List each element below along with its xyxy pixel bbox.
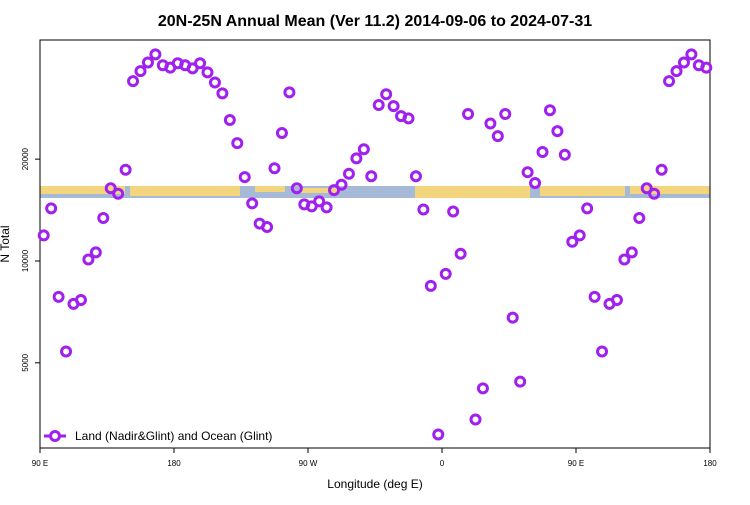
data-point <box>134 65 147 78</box>
data-point <box>208 76 221 89</box>
data-point <box>60 345 73 358</box>
data-point <box>558 148 571 161</box>
y-tick-label: 10000 <box>21 249 30 272</box>
data-point <box>432 428 445 441</box>
data-point <box>677 56 690 69</box>
y-tick-label: 5000 <box>21 353 30 371</box>
x-tick-label: 180 <box>703 459 717 468</box>
data-point <box>201 66 214 79</box>
data-point <box>402 112 415 125</box>
data-point <box>290 182 303 195</box>
data-point <box>357 143 370 156</box>
data-point <box>365 170 378 183</box>
data-point <box>52 290 65 303</box>
data-point <box>506 311 519 324</box>
data-point <box>216 87 229 100</box>
data-point <box>588 290 601 303</box>
data-point <box>447 205 460 218</box>
data-point <box>529 177 542 190</box>
data-point <box>350 152 363 165</box>
data-point <box>380 88 393 101</box>
data-point <box>566 235 579 248</box>
data-point <box>141 56 154 69</box>
data-point <box>37 229 50 242</box>
data-point <box>462 107 475 120</box>
x-tick-label: 90 E <box>568 459 584 468</box>
data-point <box>491 130 504 143</box>
y-tick-label: 20000 <box>21 147 30 170</box>
data-point <box>194 57 207 70</box>
data-point <box>417 203 430 216</box>
x-tick-label: 180 <box>167 459 181 468</box>
data-point <box>342 167 355 180</box>
data-point <box>372 99 385 112</box>
data-point <box>484 117 497 130</box>
data-point <box>476 382 489 395</box>
data-point <box>112 187 125 200</box>
data-point <box>149 48 162 61</box>
data-point <box>82 253 95 266</box>
data-point <box>700 61 713 74</box>
data-point <box>238 171 251 184</box>
data-point <box>74 293 87 306</box>
plot-frame <box>39 39 711 449</box>
data-point <box>268 162 281 175</box>
data-point <box>246 197 259 210</box>
data-point <box>387 100 400 113</box>
data-point <box>536 145 549 158</box>
data-point <box>581 202 594 215</box>
data-point <box>439 267 452 280</box>
map-strip <box>40 186 710 198</box>
data-point <box>454 247 467 260</box>
data-point <box>409 170 422 183</box>
data-point <box>633 211 646 224</box>
x-tick-label: 90 E <box>32 459 48 468</box>
data-point <box>618 253 631 266</box>
data-point <box>670 65 683 78</box>
data-point <box>625 246 638 259</box>
data-point <box>685 48 698 61</box>
legend-label: Land (Nadir&Glint) and Ocean (Glint) <box>75 429 272 443</box>
data-point <box>596 345 609 358</box>
data-point <box>97 211 110 224</box>
chart-title: 20N-25N Annual Mean (Ver 11.2) 2014-09-0… <box>158 13 592 30</box>
data-point <box>320 201 333 214</box>
data-point <box>328 184 341 197</box>
data-point <box>275 126 288 139</box>
x-tick-label: 90 W <box>299 459 318 468</box>
x-axis-label: Longitude (deg E) <box>327 477 422 491</box>
data-point <box>663 75 676 88</box>
data-point <box>648 187 661 200</box>
data-point <box>521 166 534 179</box>
data-point <box>89 246 102 259</box>
data-point <box>313 195 326 208</box>
data-point <box>231 137 244 150</box>
data-point <box>573 229 586 242</box>
data-point <box>499 107 512 120</box>
data-point <box>127 75 140 88</box>
data-point <box>469 413 482 426</box>
legend-marker <box>49 430 61 442</box>
data-point <box>543 104 556 117</box>
data-point <box>655 163 668 176</box>
y-axis-label: N Total <box>0 225 12 262</box>
data-point <box>335 178 348 191</box>
data-point <box>104 182 117 195</box>
data-point <box>610 293 623 306</box>
data-point <box>223 114 236 127</box>
data-point <box>551 125 564 138</box>
data-point <box>261 221 274 234</box>
data-point <box>640 182 653 195</box>
data-point <box>424 279 437 292</box>
x-tick-label: 0 <box>440 459 445 468</box>
data-point <box>119 163 132 176</box>
data-point <box>45 202 58 215</box>
data-point <box>283 86 296 99</box>
data-point <box>514 375 527 388</box>
